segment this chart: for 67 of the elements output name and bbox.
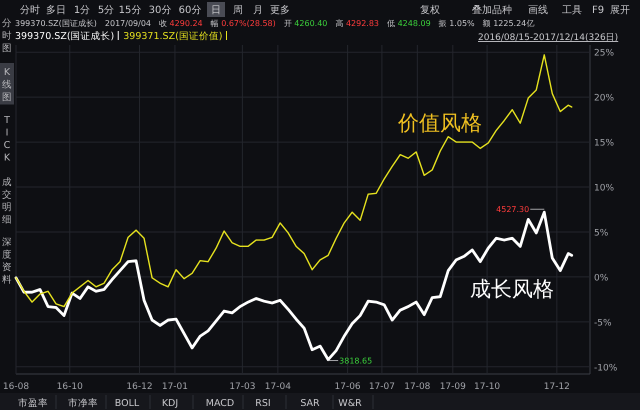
y-tick-label: 5% bbox=[594, 228, 609, 238]
text: F9 bbox=[592, 5, 604, 16]
y-tick-label: -10% bbox=[594, 363, 618, 374]
y-tick-label: 10% bbox=[594, 184, 614, 194]
text: 高 4292.83 bbox=[335, 19, 380, 28]
y-tick-label: 20% bbox=[594, 94, 614, 104]
x-tick-label: 17-07 bbox=[368, 382, 395, 392]
text: 15分 bbox=[118, 4, 142, 16]
text: 额 1225.24亿 bbox=[482, 19, 534, 28]
text: 分时图 bbox=[2, 17, 12, 54]
x-tick-label: 16-08 bbox=[2, 382, 30, 392]
text: RSI bbox=[255, 398, 271, 409]
y-tick-label: -5% bbox=[594, 318, 612, 328]
text: KDJ bbox=[162, 398, 178, 409]
x-tick-label: 16-12 bbox=[126, 382, 153, 392]
line-series bbox=[15, 54, 572, 308]
legend-label: 399371.SZ(国证价值) bbox=[123, 30, 222, 42]
text: 低 4248.09 bbox=[387, 19, 431, 28]
x-tick-label: 16-10 bbox=[56, 382, 84, 392]
text: 2016/08/15-2017/12/14(326日) bbox=[478, 33, 618, 43]
text: 幅 0.67%(28.58) bbox=[210, 19, 276, 28]
text: 多日 bbox=[46, 4, 66, 16]
x-tick-label: 17-01 bbox=[162, 382, 188, 392]
text: 分时 bbox=[20, 4, 40, 16]
text: 市盈率 bbox=[18, 397, 48, 409]
annotation: 成长风格 bbox=[470, 277, 554, 301]
text: 周 bbox=[233, 5, 243, 16]
annotation: 4527.30 bbox=[496, 205, 530, 214]
x-tick-label: 17-12 bbox=[544, 382, 570, 392]
text: 开 4260.40 bbox=[284, 19, 328, 28]
text: TICK bbox=[3, 115, 11, 164]
text: 1分 bbox=[74, 4, 90, 16]
x-tick-label: 17-06 bbox=[334, 382, 361, 392]
text: 振 1.05% bbox=[438, 19, 476, 28]
annotation: 3818.65 bbox=[339, 356, 372, 366]
text: 工具 bbox=[562, 5, 582, 16]
y-tick-label: 0% bbox=[594, 273, 609, 284]
text: 画线 bbox=[528, 4, 548, 16]
text: 399370.SZ(国证成长) bbox=[15, 19, 97, 28]
x-tick-label: 17-03 bbox=[229, 382, 256, 392]
y-tick-label: 25% bbox=[594, 48, 614, 59]
text: 叠加品种 bbox=[472, 4, 512, 16]
x-tick-label: 17-08 bbox=[404, 382, 431, 392]
legend-label: 399370.SZ(国证成长) bbox=[15, 30, 114, 42]
x-tick-label: 17-10 bbox=[474, 382, 500, 392]
text: 2017/09/04 bbox=[104, 19, 151, 28]
text: 30分 bbox=[148, 4, 172, 16]
annotation: 价值风格 bbox=[397, 111, 482, 135]
text: 60分 bbox=[178, 4, 202, 16]
text: 展开 bbox=[610, 5, 630, 16]
text: 月 bbox=[253, 5, 263, 16]
text: SAR bbox=[300, 398, 320, 409]
text: 市净率 bbox=[68, 397, 98, 409]
text: 5分 bbox=[98, 4, 114, 16]
x-tick-label: 17-04 bbox=[264, 382, 292, 392]
text: 成交明细 bbox=[2, 176, 12, 226]
y-tick-label: 15% bbox=[594, 138, 614, 149]
text: BOLL bbox=[114, 398, 140, 409]
text: 日 bbox=[211, 5, 221, 16]
text: W&R bbox=[338, 398, 362, 409]
text: 更多 bbox=[270, 4, 290, 16]
text: 收 4290.24 bbox=[159, 19, 203, 28]
text: 复权 bbox=[420, 4, 440, 16]
text: K线图 bbox=[2, 67, 12, 103]
text: 深度资料 bbox=[2, 236, 12, 286]
x-tick-label: 17-09 bbox=[440, 382, 466, 392]
text: MACD bbox=[206, 398, 234, 409]
